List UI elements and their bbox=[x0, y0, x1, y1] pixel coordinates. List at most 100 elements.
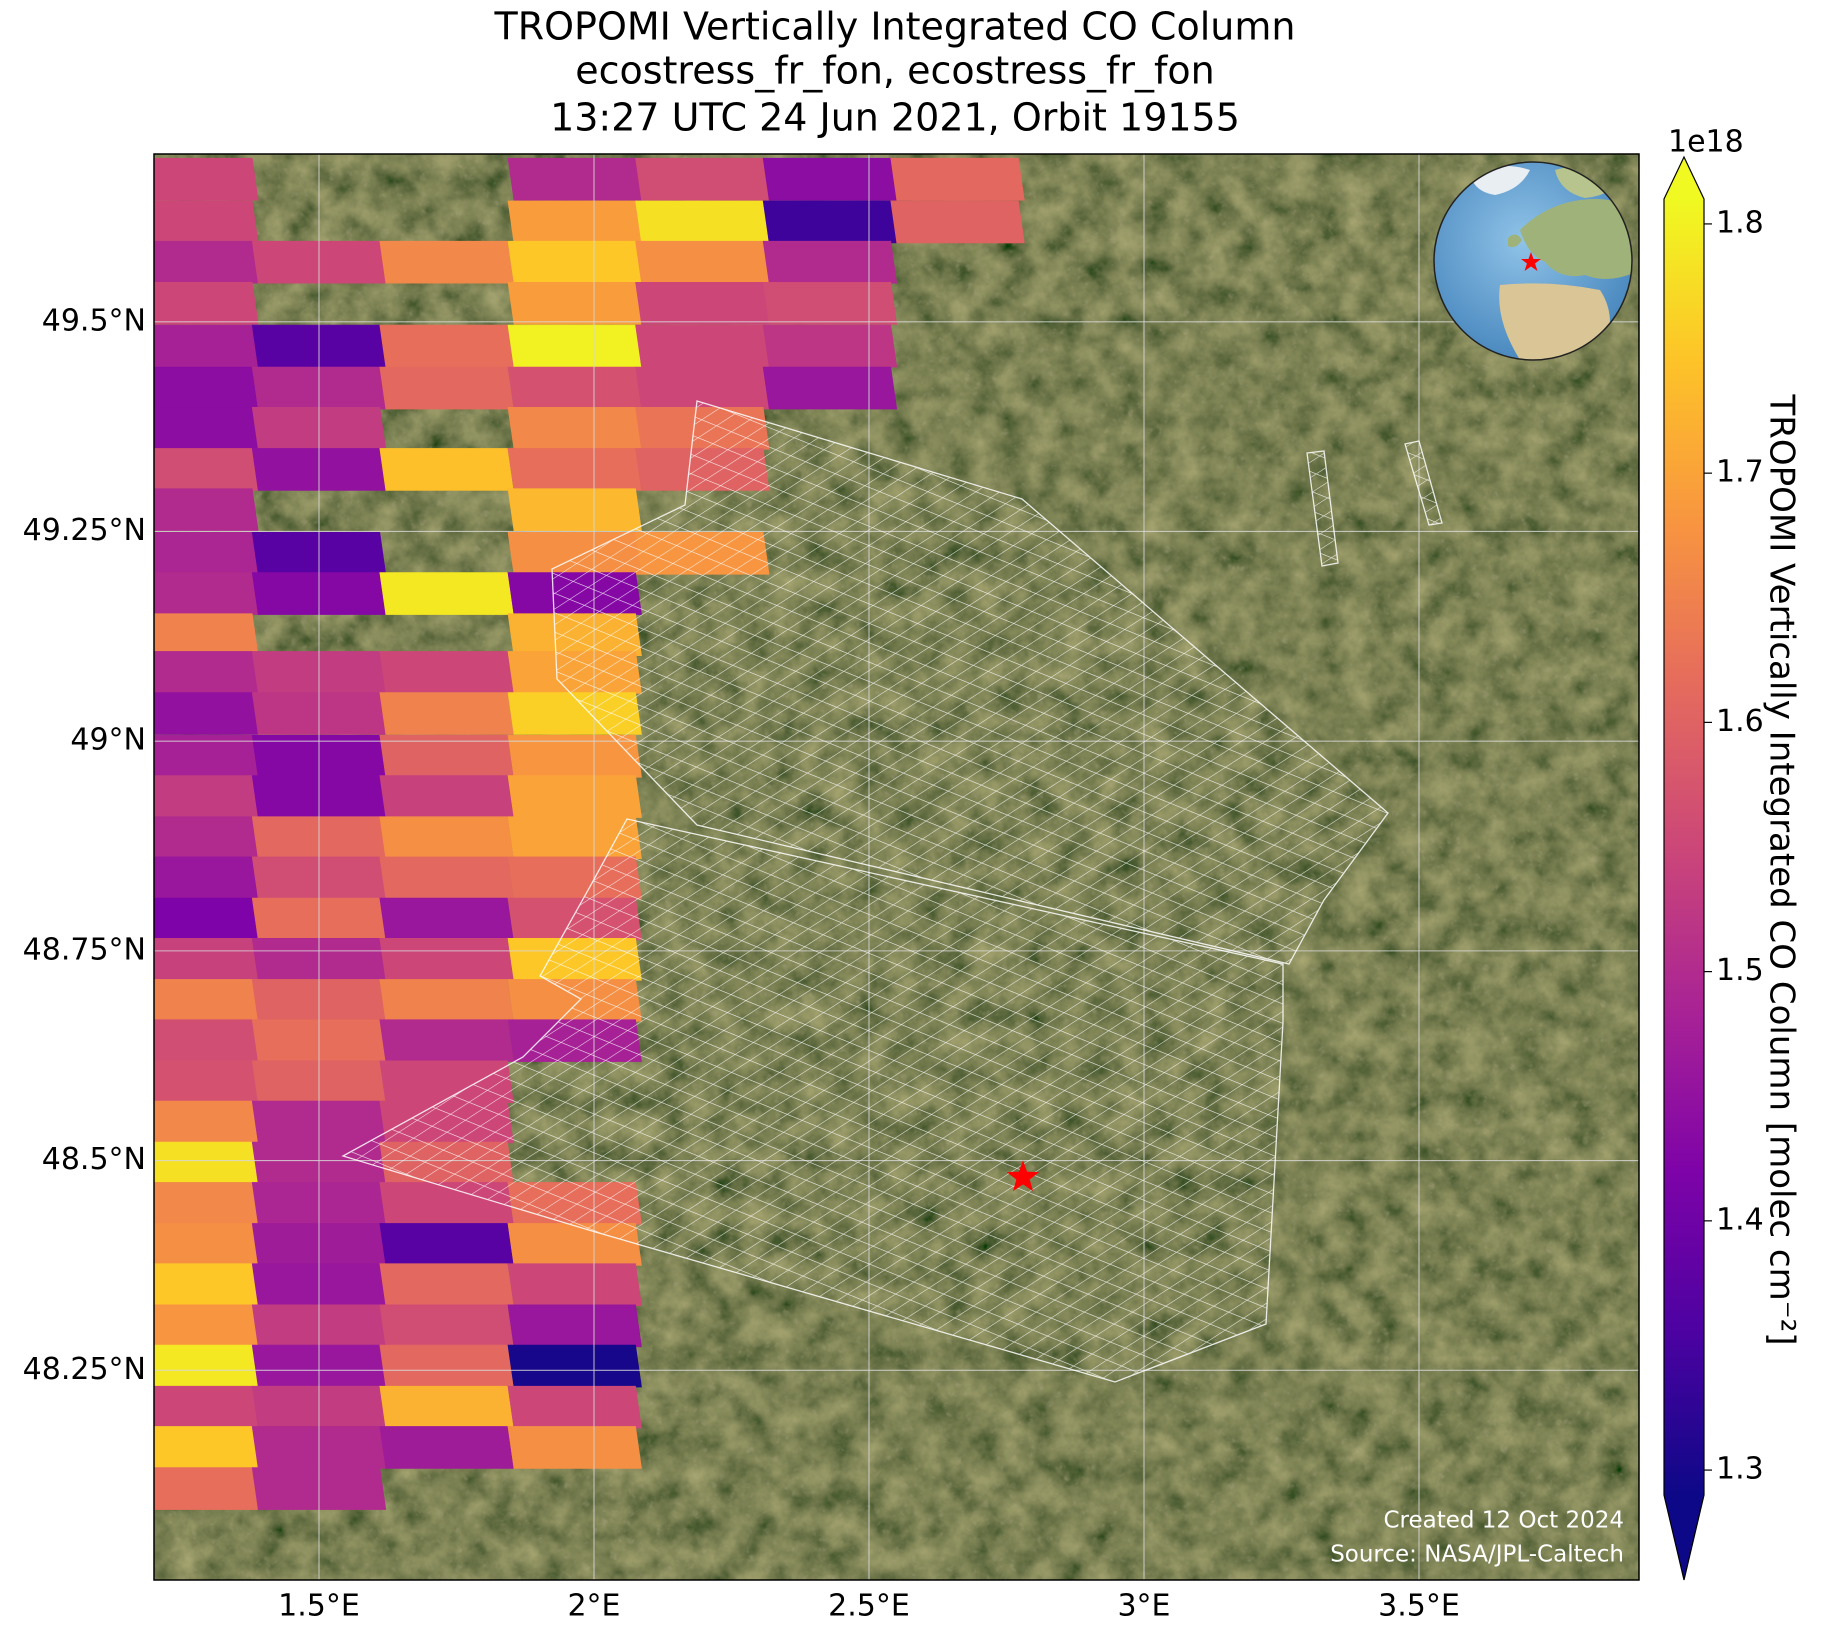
co-pixel bbox=[154, 572, 259, 615]
co-pixel bbox=[507, 366, 642, 410]
co-pixel bbox=[507, 406, 642, 450]
co-pixel bbox=[507, 1426, 642, 1469]
plot-frame bbox=[153, 153, 1640, 1581]
co-pixel bbox=[507, 324, 642, 368]
co-pixel bbox=[762, 324, 898, 368]
co-pixel bbox=[154, 1467, 259, 1510]
co-pixel bbox=[154, 488, 259, 531]
co-pixel bbox=[379, 1385, 514, 1429]
co-pixel bbox=[507, 1263, 642, 1307]
co-pixel bbox=[154, 1385, 259, 1429]
co-pixel bbox=[154, 1426, 259, 1469]
co-pixel bbox=[379, 572, 514, 615]
globe-site bbox=[1521, 252, 1541, 271]
y-tick-label: 49°N bbox=[70, 723, 146, 758]
co-pixel bbox=[154, 856, 259, 900]
co-pixel bbox=[379, 1019, 514, 1062]
y-tick-label: 48.25°N bbox=[23, 1352, 146, 1387]
co-pixel bbox=[379, 448, 514, 491]
co-pixel bbox=[154, 406, 259, 450]
co-pixel bbox=[154, 1304, 259, 1348]
co-pixel bbox=[154, 775, 259, 818]
co-pixel bbox=[507, 1385, 642, 1429]
colorbar-tick-label: 1.3 bbox=[1716, 1452, 1764, 1487]
co-pixel bbox=[762, 366, 898, 410]
footprint bbox=[1404, 440, 1443, 526]
co-pixel bbox=[379, 1223, 514, 1266]
colorbar-extend-min bbox=[1664, 1495, 1704, 1580]
y-tick-label: 49.5°N bbox=[42, 303, 146, 338]
co-pixel bbox=[379, 897, 514, 941]
colorbar-tick-label: 1.8 bbox=[1716, 205, 1764, 240]
co-pixel bbox=[154, 1263, 259, 1307]
co-pixel bbox=[762, 157, 898, 201]
x-tick-label: 2.5°E bbox=[828, 1589, 910, 1624]
footprint bbox=[551, 400, 1389, 965]
co-pixel bbox=[762, 240, 898, 284]
colorbar-extend-max bbox=[1664, 157, 1704, 199]
co-pixel bbox=[635, 324, 770, 368]
source-note: Source: NASA/JPL-Caltech bbox=[1330, 1542, 1624, 1568]
co-pixel bbox=[890, 200, 1025, 244]
title-line: 13:27 UTC 24 Jun 2021, Orbit 19155 bbox=[550, 96, 1240, 140]
co-pixel bbox=[154, 366, 259, 410]
y-tick-label: 49.25°N bbox=[23, 513, 146, 548]
colorbar-label: TROPOMI Vertically Integrated CO Column … bbox=[1762, 393, 1802, 1345]
land bbox=[1499, 283, 1610, 360]
x-tick-label: 2°E bbox=[567, 1589, 620, 1624]
co-pixel bbox=[507, 240, 642, 284]
x-tick-label: 3.5°E bbox=[1378, 1589, 1460, 1624]
co-pixel bbox=[635, 282, 770, 325]
co-pixel bbox=[154, 1100, 259, 1144]
co-pixel bbox=[379, 692, 514, 735]
globe-land bbox=[1470, 166, 1632, 360]
co-pixel bbox=[154, 448, 259, 491]
co-pixel bbox=[507, 448, 642, 491]
land bbox=[1520, 199, 1632, 279]
co-pixel bbox=[379, 1263, 514, 1307]
x-tick-label: 1.5°E bbox=[278, 1589, 360, 1624]
co-pixel bbox=[890, 157, 1025, 201]
co-pixel bbox=[507, 1344, 642, 1388]
colorbar-tick-label: 1.7 bbox=[1716, 455, 1764, 490]
co-pixel bbox=[379, 1304, 514, 1348]
co-pixel bbox=[154, 613, 259, 656]
co-pixel bbox=[379, 240, 514, 284]
land bbox=[1508, 234, 1522, 248]
co-pixel bbox=[635, 157, 770, 201]
created-note: Created 12 Oct 2024 bbox=[1383, 1508, 1624, 1534]
colorbar-body bbox=[1664, 199, 1704, 1495]
footprint bbox=[1306, 450, 1339, 567]
co-pixel bbox=[379, 775, 514, 818]
colorbar: 1.3 1.4 1.5 1.6 1.7 1.8 bbox=[1663, 155, 1764, 1581]
co-pixel bbox=[507, 734, 642, 778]
co-pixel bbox=[507, 200, 642, 244]
co-pixel bbox=[635, 240, 770, 284]
co-pixel bbox=[507, 157, 642, 201]
co-pixel bbox=[379, 324, 514, 368]
co-pixel bbox=[154, 651, 259, 694]
co-pixel bbox=[762, 282, 898, 325]
co-pixel bbox=[635, 200, 770, 244]
title-line: TROPOMI Vertically Integrated CO Column bbox=[494, 5, 1296, 49]
co-pixel bbox=[154, 157, 259, 201]
globe-inset bbox=[1433, 161, 1633, 361]
co-pixel bbox=[379, 816, 514, 859]
site-marker bbox=[1006, 1160, 1040, 1192]
co-pixel bbox=[379, 979, 514, 1022]
co-pixel bbox=[154, 1223, 259, 1266]
co-pixel bbox=[379, 1344, 514, 1388]
co-pixel bbox=[379, 856, 514, 900]
footprints bbox=[341, 400, 1443, 1383]
colorbar-offset: 1e18 bbox=[1668, 125, 1744, 160]
colorbar-tick-label: 1.5 bbox=[1716, 953, 1764, 988]
title-line: ecostress_fr_fon, ecostress_fr_fon bbox=[575, 49, 1215, 93]
co-pixel bbox=[154, 240, 259, 284]
co-pixel bbox=[507, 1304, 642, 1348]
footprint bbox=[341, 818, 1284, 1383]
co-pixel bbox=[154, 979, 259, 1022]
y-tick-label: 48.5°N bbox=[42, 1142, 146, 1177]
co-pixel bbox=[154, 1182, 259, 1225]
co-pixel bbox=[154, 282, 259, 325]
